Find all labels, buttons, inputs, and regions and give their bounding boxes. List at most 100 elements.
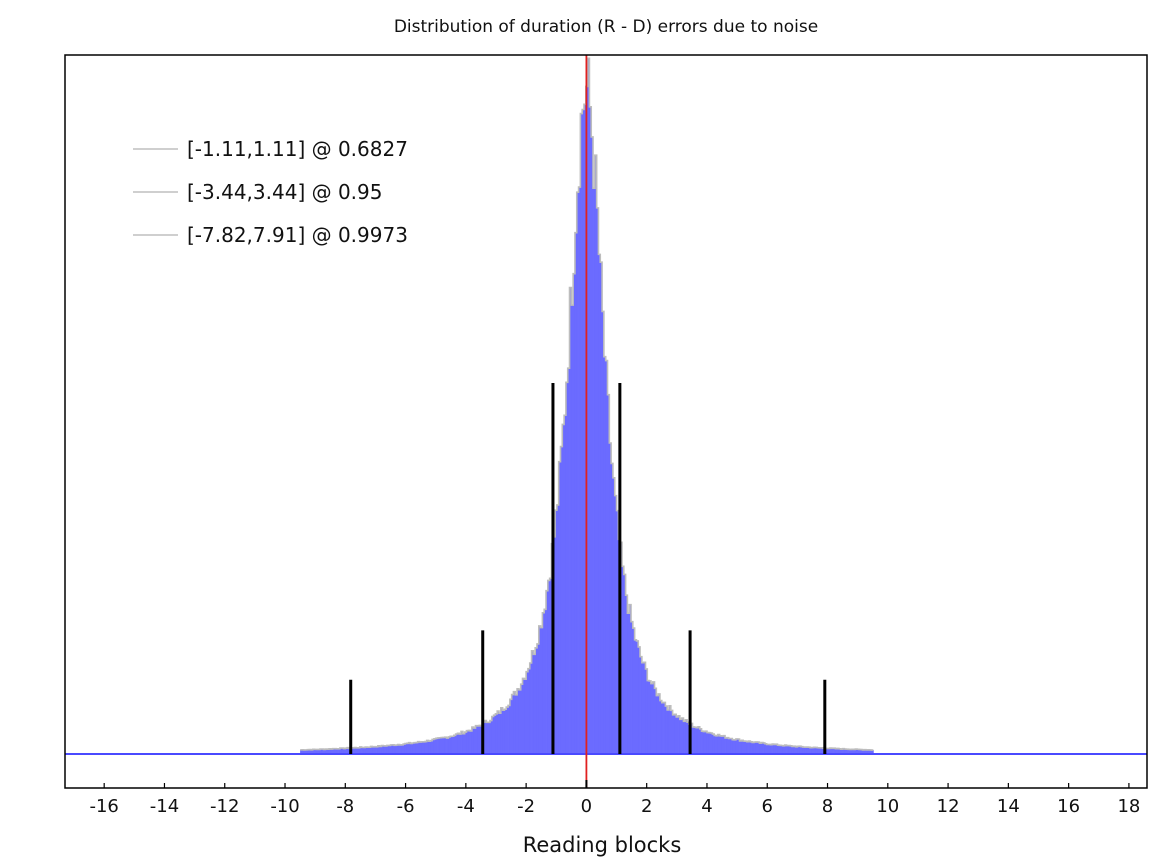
histogram-bar xyxy=(625,595,628,754)
histogram-bar xyxy=(813,747,816,754)
histogram-bar xyxy=(829,748,833,754)
histogram-bar xyxy=(556,504,560,754)
histogram-bar xyxy=(479,725,482,754)
histogram-bar xyxy=(672,714,675,754)
histogram-bar xyxy=(692,726,695,754)
x-tick-label: 2 xyxy=(641,796,652,817)
histogram-bar xyxy=(761,742,764,754)
histogram-bar xyxy=(857,749,860,754)
x-tick-label: 12 xyxy=(937,796,960,817)
histogram-bar xyxy=(643,662,646,754)
histogram-bar xyxy=(786,745,789,754)
histogram-bar xyxy=(451,736,455,754)
histogram-bar xyxy=(746,741,749,754)
histogram-bar xyxy=(491,716,494,754)
histogram-bar xyxy=(520,684,523,754)
histogram-bar xyxy=(706,732,710,754)
histogram-bar xyxy=(647,680,650,754)
histogram-bar xyxy=(743,741,746,754)
histogram-bar xyxy=(596,207,599,754)
histogram-bar xyxy=(372,746,375,754)
histogram-bar xyxy=(665,706,668,754)
histogram-bar xyxy=(779,745,782,754)
histogram-bar xyxy=(309,749,312,754)
x-tick-label: 14 xyxy=(997,796,1020,817)
histogram-bar xyxy=(623,574,626,754)
histogram-bar xyxy=(668,705,672,754)
histogram-bar xyxy=(670,710,674,754)
x-tick-label: -6 xyxy=(397,796,415,817)
histogram-bar xyxy=(357,747,361,754)
histogram-bar xyxy=(862,749,865,754)
histogram-bar xyxy=(598,254,601,754)
histogram-bar xyxy=(327,749,330,754)
histogram-bar xyxy=(307,749,310,754)
histogram-bar xyxy=(634,639,637,754)
histogram-bar xyxy=(696,727,699,754)
histogram-bar xyxy=(450,736,453,754)
histogram-bar xyxy=(464,732,467,754)
histogram-bar xyxy=(602,311,605,754)
histogram-bar xyxy=(838,748,842,754)
histogram-bar xyxy=(506,707,509,754)
histogram-bar xyxy=(455,734,458,754)
histogram-bar xyxy=(788,745,791,754)
histogram-bar xyxy=(661,702,664,754)
histogram-bars xyxy=(300,58,874,755)
histogram-bar xyxy=(708,732,711,754)
histogram-bar xyxy=(609,443,612,754)
histogram-bar xyxy=(316,749,319,754)
histogram-bar xyxy=(379,746,382,754)
histogram-bar xyxy=(321,749,324,754)
histogram-bar xyxy=(448,736,451,754)
histogram-bar xyxy=(533,654,536,754)
histogram-bar xyxy=(457,733,460,754)
histogram-bar xyxy=(781,745,784,754)
histogram-bar xyxy=(764,743,768,754)
histogram-bar xyxy=(560,446,563,754)
histogram-bar xyxy=(697,726,701,754)
histogram-bar xyxy=(654,688,657,754)
histogram-bar xyxy=(802,747,806,754)
histogram-bar xyxy=(471,727,475,754)
histogram-bar xyxy=(571,305,574,754)
histogram-bar xyxy=(408,742,411,754)
histogram-bar xyxy=(430,740,433,754)
histogram-bar xyxy=(363,747,366,754)
histogram-bar xyxy=(641,662,645,754)
histogram-bar xyxy=(690,723,693,754)
histogram-bar xyxy=(352,747,355,754)
histogram-bar xyxy=(614,495,617,754)
histogram-bar xyxy=(663,702,666,754)
histogram-bar xyxy=(415,742,419,754)
x-tick-label: -10 xyxy=(270,796,299,817)
histogram-bar xyxy=(312,749,315,754)
histogram-bar xyxy=(367,747,370,754)
histogram-bar xyxy=(860,749,863,754)
histogram-bar xyxy=(524,679,527,754)
histogram-bar xyxy=(564,415,567,754)
histogram-bar xyxy=(424,741,428,754)
histogram-bar xyxy=(782,745,786,754)
histogram-bar xyxy=(526,671,529,754)
histogram-bar xyxy=(687,722,690,754)
histogram-bar xyxy=(846,749,849,754)
histogram-bar xyxy=(569,287,572,754)
histogram-bar xyxy=(406,743,409,754)
histogram-bar xyxy=(477,725,480,754)
histogram-bar xyxy=(726,737,730,754)
histogram-bar xyxy=(714,735,717,754)
histogram-bar xyxy=(565,382,569,754)
histogram-bar xyxy=(339,748,343,754)
histogram-bar xyxy=(394,745,397,754)
histogram-bar xyxy=(517,688,520,754)
histogram-bar xyxy=(432,739,435,754)
histogram-bar xyxy=(542,612,545,754)
histogram-bar xyxy=(721,736,724,754)
histogram-bar xyxy=(301,749,305,754)
histogram-bar xyxy=(439,737,442,754)
histogram-bar xyxy=(397,744,400,754)
histogram-bar xyxy=(741,740,744,754)
histogram-bar xyxy=(412,743,415,754)
histogram-bar xyxy=(819,747,822,754)
